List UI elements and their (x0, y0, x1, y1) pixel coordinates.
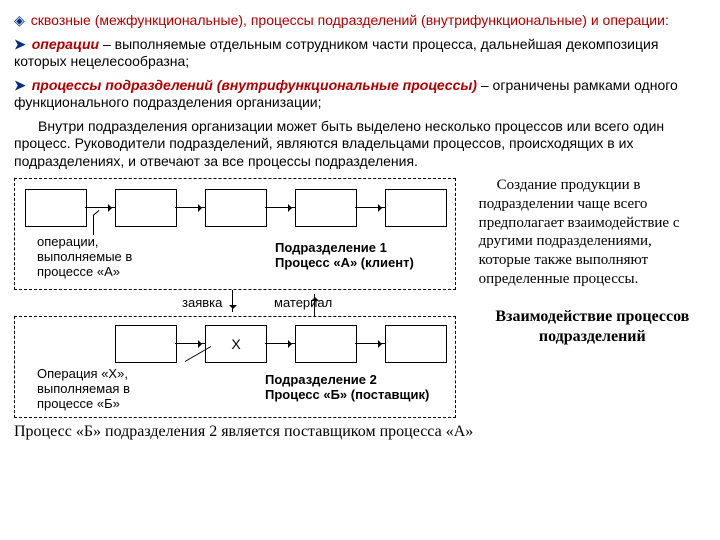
interaction-title: Взаимодействие процессов подразделений (479, 307, 706, 347)
unit2-label: Подразделение 2 Процесс «Б» (поставщик) (265, 373, 450, 403)
processes-term: процессы подразделений (внутрифункционал… (32, 77, 477, 93)
intro-line: сквозные (межфункциональные), процессы п… (31, 12, 669, 28)
footer-line: Процесс «Б» подразделения 2 является пос… (14, 422, 706, 442)
arrow-bullet-icon: ➤ (14, 77, 26, 93)
arrow-bullet-icon: ➤ (14, 36, 26, 52)
ann-operations-a: операции, выполняемые в процессе «А» (37, 235, 177, 280)
unit1-label: Подразделение 1 Процесс «А» (клиент) (275, 241, 445, 271)
diamond-bullet-icon: ◈ (14, 12, 25, 28)
processes-desc: Внутри подразделения организации может б… (14, 118, 664, 169)
ann-operation-x: Операция «Х», выполняемая в процессе «Б» (37, 367, 187, 412)
label-zayavka: заявка (182, 296, 222, 311)
label-material: материал (274, 296, 332, 311)
side-paragraph: Создание продукции в подразделении чаще … (479, 176, 706, 289)
operations-term: операции (32, 36, 99, 52)
operations-def: – выполняемые отдельным сотрудником част… (14, 36, 658, 70)
box-x: Х (205, 325, 267, 363)
diagram-area: операции, выполняемые в процессе «А» Под… (14, 176, 469, 418)
